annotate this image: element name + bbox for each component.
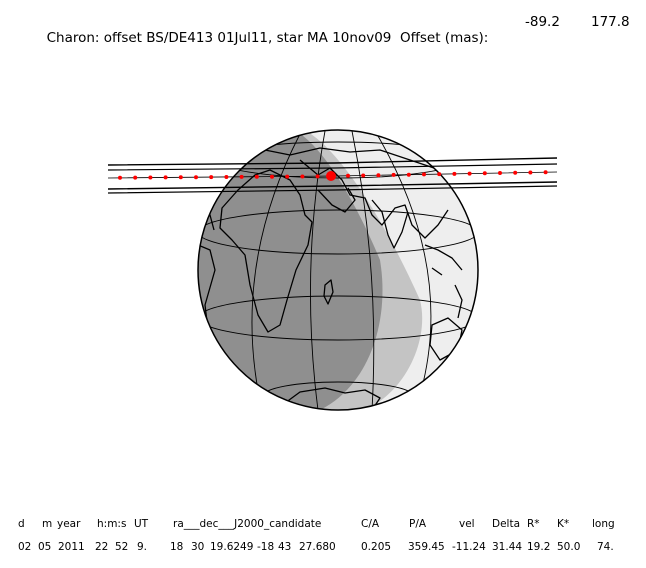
track-dot	[178, 175, 183, 180]
offset-x-value: -89.2	[525, 14, 560, 30]
meridian-line	[251, 133, 301, 410]
table-value-cell: 19.6249	[210, 541, 254, 553]
track-dot	[437, 172, 442, 177]
table-value-cell: -11.24	[452, 541, 486, 553]
north-limit-line	[107, 163, 558, 171]
track-dot	[528, 170, 533, 175]
track-dot	[209, 175, 214, 180]
track-dot	[270, 174, 274, 179]
table-value-cell: 30	[191, 541, 205, 553]
track-dot	[422, 172, 426, 177]
track-dot	[376, 173, 381, 178]
track-dot	[315, 174, 320, 179]
table-header-cell: m	[42, 518, 53, 530]
table-value-cell: 74.	[597, 541, 614, 553]
track-dot	[239, 174, 244, 179]
table-header-cell: UT	[134, 518, 149, 530]
table-header-cell: long	[592, 518, 615, 530]
track-dot	[513, 170, 518, 175]
track-dot	[406, 172, 411, 177]
offset-y-value: 177.8	[591, 14, 630, 30]
arabia-coastline	[317, 187, 356, 213]
track-dot	[194, 175, 198, 180]
africa-coastline	[219, 169, 313, 333]
meridian-line	[351, 130, 375, 410]
track-dot	[163, 175, 168, 180]
table-value-cell: 19.2	[527, 541, 551, 553]
india-coastline	[371, 199, 409, 249]
plot-title: Charon: offset BS/DE413 01Jul11, star MA…	[38, 14, 489, 46]
track-dot	[543, 170, 548, 175]
track-dot	[148, 175, 153, 180]
table-value-cell: -18	[257, 541, 275, 553]
table-value-cell: 2011	[58, 541, 85, 553]
table-header-cell: h:m:s	[97, 518, 127, 530]
table-header-cell: Delta	[492, 518, 521, 530]
antarctica-coastline	[284, 387, 381, 410]
track-dot	[361, 173, 366, 178]
track-dot	[452, 171, 457, 176]
table-value-cell: 0.205	[361, 541, 392, 553]
table-header-cell: d	[18, 518, 25, 530]
track-dot	[467, 171, 472, 176]
closest-approach-marker	[326, 171, 336, 181]
table-value-cell: 50.0	[557, 541, 581, 553]
islands-coastline	[424, 244, 463, 319]
madagascar-coastline	[323, 279, 334, 305]
table-header-cell: R*	[527, 518, 540, 530]
table-header-cell: C/A	[361, 518, 380, 530]
track-dot	[391, 172, 396, 177]
table-value-cell: 43	[278, 541, 292, 553]
track-dot	[498, 171, 502, 175]
track-dot	[224, 175, 229, 179]
table-value-cell: 22	[95, 541, 109, 553]
north-limit-line	[107, 157, 558, 166]
table-header-cell: ra___dec___J2000_candidate	[173, 518, 322, 530]
meridian-line	[377, 135, 432, 396]
south-limit-line	[107, 185, 558, 194]
parallel-line	[198, 295, 478, 341]
table-header-cell: K*	[557, 518, 570, 530]
table-value-cell: 359.45	[408, 541, 445, 553]
track-dot	[254, 174, 259, 179]
title-text: Charon: offset BS/DE413 01Jul11, star MA…	[46, 30, 489, 46]
table-value-cell: 05	[38, 541, 52, 553]
south-limit-line	[107, 181, 558, 190]
table-value-cell: 27.680	[299, 541, 336, 553]
table-value-cell: 18	[170, 541, 184, 553]
table-value-cell: 52	[115, 541, 129, 553]
table-value-cell: 02	[18, 541, 32, 553]
parallel-line	[198, 209, 478, 255]
meridian-line	[310, 130, 326, 410]
track-dot	[285, 174, 290, 179]
track-dot	[300, 174, 305, 179]
track-dot	[118, 175, 122, 180]
table-value-cell: 9.	[137, 541, 148, 553]
table-header-cell: year	[57, 518, 81, 530]
track-dot	[133, 175, 138, 180]
track-dot	[482, 171, 487, 176]
globe-outline	[197, 129, 479, 411]
table-header-cell: vel	[459, 518, 475, 530]
table-header-cell: P/A	[409, 518, 427, 530]
table-value-cell: 31.44	[492, 541, 523, 553]
track-dot	[346, 173, 350, 178]
